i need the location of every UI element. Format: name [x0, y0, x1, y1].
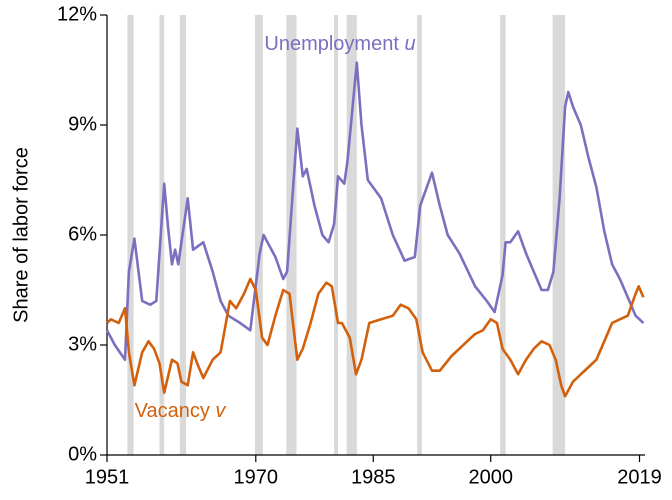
- series-symbol: u: [404, 33, 415, 55]
- recession-band: [552, 15, 566, 455]
- series-label: Vacancy v: [135, 400, 227, 422]
- series-name: Unemployment: [264, 33, 399, 55]
- y-tick-label: 0%: [68, 443, 97, 465]
- recession-band: [417, 15, 422, 455]
- x-tick-label: 2000: [468, 466, 513, 488]
- y-axis-label: Share of labor force: [10, 147, 32, 323]
- recession-band: [500, 15, 506, 455]
- x-tick-label: 1985: [351, 466, 396, 488]
- recession-band: [286, 15, 297, 455]
- y-tick-label: 12%: [57, 3, 97, 25]
- y-tick-label: 3%: [68, 333, 97, 355]
- x-tick-label: 1951: [85, 466, 130, 488]
- series-line: [105, 61, 645, 361]
- y-tick-label: 6%: [68, 223, 97, 245]
- recession-band: [255, 15, 263, 455]
- recession-band: [346, 15, 357, 455]
- recession-band: [127, 15, 134, 455]
- x-tick-label: 2019: [617, 466, 662, 488]
- series-name: Vacancy: [135, 400, 210, 422]
- series-symbol: v: [215, 400, 226, 422]
- recession-band: [334, 15, 339, 455]
- series-label: Unemployment u: [264, 33, 415, 55]
- y-tick-label: 9%: [68, 113, 97, 135]
- x-tick-label: 1970: [234, 466, 279, 488]
- series-line: [106, 277, 645, 398]
